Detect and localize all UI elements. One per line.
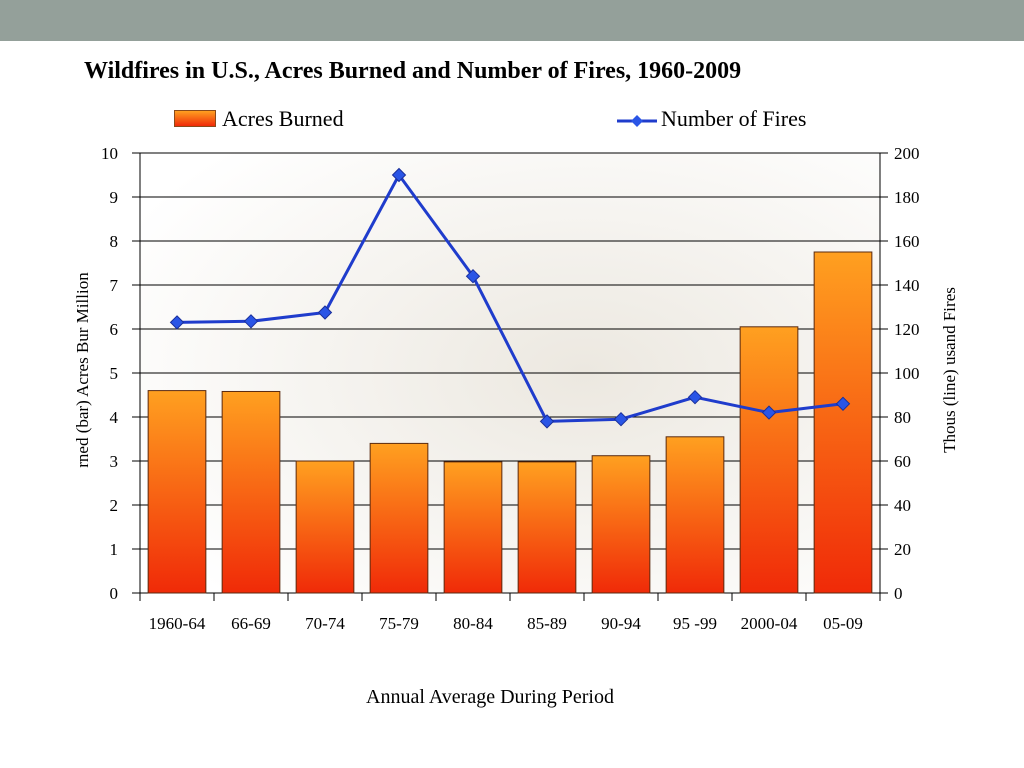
y-left-tick-label: 6 (110, 320, 119, 339)
legend-fires-label: Number of Fires (661, 106, 807, 131)
x-tick-label: 80-84 (453, 614, 493, 633)
y-right-tick-label: 140 (894, 276, 920, 295)
x-tick-label: 70-74 (305, 614, 345, 633)
x-tick-label: 95 -99 (673, 614, 717, 633)
legend-bar-swatch (174, 110, 216, 127)
x-tick-label: 85-89 (527, 614, 567, 633)
x-tick-label: 1960-64 (149, 614, 206, 633)
bar-acres-burned (739, 326, 799, 594)
y-right-tick-label: 40 (894, 496, 911, 515)
point-number-of-fires (169, 315, 185, 330)
y-left-tick-label: 10 (101, 144, 118, 163)
y-left-tick-label: 1 (110, 540, 119, 559)
legend-number-of-fires: Number of Fires (617, 106, 806, 132)
bar-acres-burned (369, 442, 429, 594)
y-right-tick-label: 200 (894, 144, 920, 163)
y-left-tick-label: 9 (110, 188, 119, 207)
bar-acres-burned (665, 436, 725, 594)
point-number-of-fires (539, 414, 555, 429)
x-tick-label: 05-09 (823, 614, 863, 633)
y-right-tick-label: 20 (894, 540, 911, 559)
point-number-of-fires (613, 411, 629, 427)
bar-acres-burned (295, 460, 355, 594)
x-axis-title: Annual Average During Period (366, 686, 614, 708)
y-left-tick-label: 3 (110, 452, 119, 471)
legend-line-swatch (617, 114, 657, 127)
y-right-tick-label: 100 (894, 364, 920, 383)
bar-acres-burned (813, 251, 873, 594)
y-left-tick-label: 4 (110, 408, 119, 427)
legend-acres-burned: Acres Burned (174, 106, 344, 132)
bar-acres-burned (221, 390, 281, 594)
y-left-tick-label: 7 (110, 276, 119, 295)
y-right-tick-label: 120 (894, 320, 920, 339)
y-right-tick-label: 160 (894, 232, 920, 251)
point-number-of-fires (391, 167, 407, 183)
bar-acres-burned (443, 461, 503, 594)
y-left-tick-label: 0 (110, 584, 119, 603)
x-tick-label: 75-79 (379, 614, 419, 633)
point-number-of-fires (317, 305, 333, 320)
bar-acres-burned (517, 461, 577, 594)
x-tick-label: 90-94 (601, 614, 641, 633)
y-right-tick-label: 80 (894, 408, 911, 427)
point-number-of-fires (761, 405, 777, 420)
chart-title: Wildfires in U.S., Acres Burned and Numb… (84, 58, 742, 84)
bar-acres-burned (147, 390, 207, 594)
point-number-of-fires (243, 314, 259, 329)
y-left-tick-label: 2 (110, 496, 119, 515)
point-number-of-fires (687, 389, 703, 405)
line-number-of-fires (176, 173, 844, 423)
x-tick-label: 2000-04 (741, 614, 798, 633)
y-right-tick-label: 60 (894, 452, 911, 471)
x-tick-label: 66-69 (231, 614, 271, 633)
bar-acres-burned (591, 455, 651, 594)
legend-acres-label: Acres Burned (222, 106, 344, 131)
point-number-of-fires (465, 268, 481, 284)
y-left-tick-label: 8 (110, 232, 119, 251)
top-banner (0, 0, 1024, 41)
y-right-tick-label: 0 (894, 584, 903, 603)
y-right-tick-label: 180 (894, 188, 920, 207)
point-number-of-fires (835, 396, 851, 412)
y-left-tick-label: 5 (110, 364, 119, 383)
